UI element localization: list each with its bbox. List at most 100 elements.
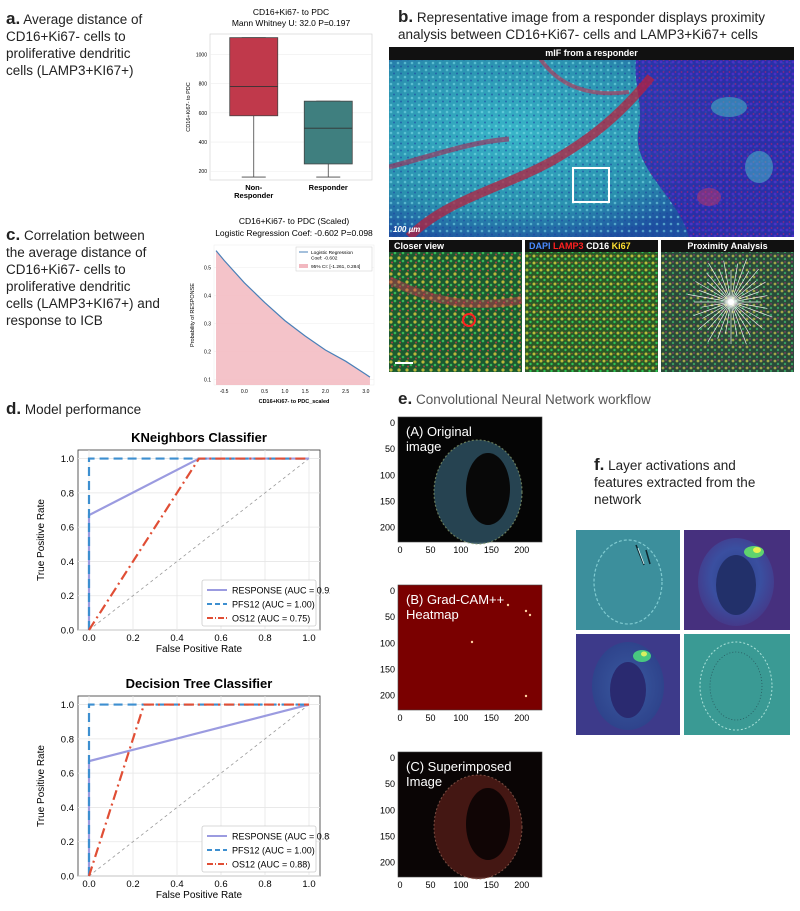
proximity-ray xyxy=(718,268,732,303)
panel-b-line: analysis between CD16+Ki67- cells and LA… xyxy=(398,27,758,42)
panel-b-line: Representative image from a responder di… xyxy=(416,10,766,25)
tissue-hole xyxy=(466,788,510,860)
roc-xtick-label: 1.0 xyxy=(302,633,315,644)
roc-ytick-label: 0.2 xyxy=(61,837,74,848)
proximity-ray xyxy=(730,270,750,303)
cnn-xtick-label: 50 xyxy=(425,713,435,723)
cnn-xtick-label: 100 xyxy=(453,880,468,890)
cnn-image-0: (A) Original image 0 50 100 150 200 0 50 100 150 20… xyxy=(380,416,543,555)
cnn-image-1: (B) Grad-CAM++ Heatmap 0 50 100 150 200 0 50 100 1… xyxy=(380,584,543,723)
proximity-ray xyxy=(730,258,748,303)
channel-panel: DAPI LAMP3 CD16 Ki67 xyxy=(525,240,658,372)
roc-xtick-label: 0.6 xyxy=(214,633,227,644)
proximity-ray xyxy=(693,301,732,317)
panel-c-line: the average distance of xyxy=(6,245,147,260)
legend-cd16: CD16 xyxy=(586,241,610,251)
box-ytick-label: 800 xyxy=(199,82,208,88)
panel-c-line: response to ICB xyxy=(6,313,103,328)
roc-legend-label: RESPONSE (AUC = 0.92) xyxy=(232,586,330,596)
scale-bar-label: 100 µm xyxy=(393,225,421,234)
logreg-xtick-label: 1.0 xyxy=(281,389,288,395)
panel-b-letter: b. xyxy=(398,7,414,26)
logreg-legend-swatch xyxy=(299,264,308,268)
logistic-regression-chart: CD16+Ki67- to PDC (Scaled) Logistic Regre… xyxy=(190,216,375,405)
box-ylabel: CD16+Ki67- to PDC xyxy=(186,82,192,131)
heatmap-spot xyxy=(528,613,532,617)
cnn-xtick-label: 100 xyxy=(453,713,468,723)
proximity-label: Proximity Analysis xyxy=(687,241,768,251)
panel-c-line: proliferative dendritic xyxy=(6,279,131,294)
logreg-xtick-label: 2.0 xyxy=(322,389,329,395)
panel-e-caption: e. Convolutional Neural Network workflow xyxy=(398,390,651,409)
proximity-ray xyxy=(697,301,732,330)
box-category-label: Responder xyxy=(309,183,348,192)
panel-a-letter: a. xyxy=(6,9,21,28)
logreg-ylabel: Probability of RESPONSE xyxy=(190,283,196,347)
kneighbors-roc-chart: KNeighbors Classifier 0.0 0.2 0.4 0.6 0.8 1.0 0… xyxy=(36,430,330,655)
tissue-hole xyxy=(466,453,510,525)
roc-title: KNeighbors Classifier xyxy=(131,430,267,445)
cnn-image-bg xyxy=(397,584,543,711)
logreg-ytick-label: 0.3 xyxy=(204,321,211,327)
closer-view-texture xyxy=(389,240,523,372)
proximity-ray xyxy=(730,301,768,309)
roc-ytick-label: 0.8 xyxy=(61,734,74,745)
panel-c-line: CD16+Ki67- cells to xyxy=(6,262,126,277)
roc-title: Decision Tree Classifier xyxy=(126,676,273,691)
proximity-ray xyxy=(707,301,732,343)
panel-d-letter: d. xyxy=(6,399,22,418)
panel-f-letter: f. xyxy=(594,455,605,474)
box-ytick-label: 600 xyxy=(199,111,208,117)
decision-tree-roc-chart: Decision Tree Classifier 0.0 0.2 0.4 0.6 0.8 1… xyxy=(36,676,330,901)
cnn-xtick-label: 200 xyxy=(514,713,529,723)
logreg-ytick-label: 0.1 xyxy=(204,377,211,383)
activation-grid xyxy=(576,530,790,735)
cnn-ytick-label: 50 xyxy=(385,612,395,622)
roc-legend-label: OS12 (AUC = 0.75) xyxy=(232,614,310,624)
legend-ki67: Ki67 xyxy=(611,241,631,251)
box-chart-subtitle: Mann Whitney U: 32.0 P=0.197 xyxy=(232,18,351,28)
logreg-legend-box xyxy=(295,246,373,272)
roc-xtick-label: 0.2 xyxy=(126,879,139,890)
proximity-ray xyxy=(698,290,732,303)
box-rect xyxy=(229,37,279,117)
proximity-ray xyxy=(701,301,732,308)
panel-c-line: Correlation between xyxy=(23,228,145,243)
panel-d-text: Model performance xyxy=(24,402,142,417)
cnn-ytick-label: 50 xyxy=(385,444,395,454)
mif-title-bar xyxy=(389,47,794,60)
logreg-xlabel: CD16+Ki67- to PDC_scaled xyxy=(259,399,330,405)
panel-d-caption: d. Model performance xyxy=(6,400,141,419)
cnn-ytick-label: 50 xyxy=(385,779,395,789)
roc-legend-label: OS12 (AUC = 0.88) xyxy=(232,860,310,870)
cnn-ytick-label: 100 xyxy=(380,638,395,648)
cnn-ytick-label: 150 xyxy=(380,664,395,674)
roc-legend-box xyxy=(201,825,317,873)
roc-xtick-label: 0.0 xyxy=(82,633,95,644)
logreg-ytick-label: 0.5 xyxy=(204,265,211,271)
roc-chance-line xyxy=(88,704,310,877)
box-rect xyxy=(303,100,353,165)
proximity-ray xyxy=(730,301,738,337)
cnn-xtick-label: 50 xyxy=(425,545,435,555)
logreg-legend-label: 95% CI: [-1.261, 0.284] xyxy=(311,264,360,270)
logreg-ytick-label: 0.4 xyxy=(204,293,211,299)
roc-xtick-label: 0.2 xyxy=(126,633,139,644)
panel-f-line: network xyxy=(594,492,642,507)
closer-view-panel: Closer view xyxy=(389,240,523,372)
logreg-xtick-label: 2.5 xyxy=(342,389,349,395)
tissue-edge xyxy=(433,439,523,545)
cnn-ytick-label: 0 xyxy=(390,586,395,596)
box-plot-chart: CD16+Ki67- to PDC Mann Whitney U: 32.0 P=… xyxy=(186,7,373,200)
proximity-ray xyxy=(687,294,732,303)
panel-c-caption: c. Correlation between the average dista… xyxy=(6,226,196,329)
channel-texture xyxy=(525,240,658,372)
proximity-ray xyxy=(730,301,752,326)
roc-ytick-label: 0.0 xyxy=(61,872,74,883)
roc-ylabel: True Positive Rate xyxy=(36,499,47,581)
logreg-line xyxy=(215,250,371,378)
roc-series-line xyxy=(87,703,309,877)
logreg-legend-label: Logistic Regression Coef: -0.602 xyxy=(311,250,353,262)
logreg-xtick-label: 0.0 xyxy=(241,389,248,395)
roc-series-line xyxy=(88,457,309,631)
